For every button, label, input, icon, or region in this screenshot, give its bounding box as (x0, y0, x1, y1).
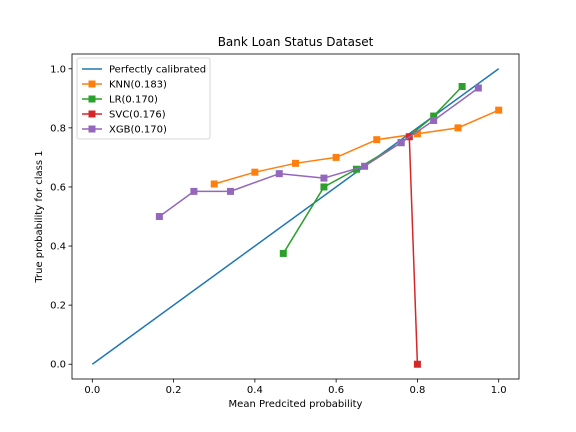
x-tick-label: 0.4 (247, 385, 263, 396)
data-point-xgb (397, 139, 405, 147)
legend-label-perfectly-calibrated: Perfectly calibrated (109, 65, 206, 76)
y-tick-label: 1.0 (50, 64, 66, 75)
data-point-knn (210, 180, 218, 188)
legend-label-lr: LR(0.170) (109, 95, 158, 106)
data-point-xgb (190, 187, 198, 195)
legend-marker-xgb (88, 125, 96, 133)
data-point-lr (430, 112, 438, 120)
series-xgb (155, 84, 482, 220)
x-tick-label: 0.6 (328, 385, 344, 396)
legend-label-xgb: XGB(0.170) (109, 125, 167, 136)
series-line-knn (214, 109, 499, 185)
data-point-svc (413, 360, 421, 368)
y-tick-label: 0.8 (50, 123, 66, 134)
x-tick-label: 0.8 (409, 385, 425, 396)
series-lr (279, 83, 466, 257)
y-axis-title: True probability for class 1 (34, 150, 45, 283)
legend-box (76, 57, 211, 140)
data-point-knn (332, 153, 340, 161)
data-point-knn (373, 136, 381, 144)
series-knn (210, 106, 503, 188)
y-tick-label: 0.2 (50, 301, 66, 312)
data-point-lr (320, 183, 328, 191)
axes-frame (71, 53, 520, 380)
data-point-knn (413, 130, 421, 138)
y-tick-label: 0.0 (50, 360, 66, 371)
plot-area: 0.0 0.2 0.4 0.6 0.8 1.0 0.0 0.2 0.4 0.6 0.8 1.0 (50, 53, 520, 396)
x-tick-label: 0.0 (84, 385, 100, 396)
legend-label-knn: KNN(0.183) (109, 80, 167, 91)
data-point-xgb (361, 162, 369, 170)
legend-label-svc: SVC(0.176) (109, 110, 166, 121)
chart-title: Bank Loan Status Dataset (218, 35, 374, 49)
legend-marker-svc (88, 110, 96, 118)
legend-marker-knn (88, 80, 96, 88)
data-point-lr (279, 249, 287, 257)
data-point-knn (251, 168, 259, 176)
x-tick-label: 1.0 (491, 385, 507, 396)
legend-marker-lr (88, 95, 96, 103)
data-point-lr (458, 83, 466, 90)
legend: Perfectly calibrated KNN(0.183) LR(0.170) S… (76, 57, 211, 140)
data-point-xgb (474, 84, 482, 92)
data-point-knn (495, 106, 503, 114)
y-tick-label: 0.6 (50, 182, 66, 193)
series-svc (405, 133, 421, 368)
x-tick-label: 0.2 (166, 385, 182, 396)
y-tick-label: 0.4 (50, 242, 66, 253)
x-axis-title: Mean Predcited probability (229, 399, 363, 410)
series-line-lr (282, 85, 463, 254)
data-point-xgb (320, 174, 328, 182)
series-line-svc (408, 136, 419, 365)
data-point-xgb (275, 170, 283, 178)
data-point-xgb (430, 116, 438, 124)
data-point-xgb (155, 213, 163, 220)
data-point-xgb (226, 187, 234, 195)
data-point-knn (454, 124, 462, 132)
data-point-knn (292, 159, 299, 167)
